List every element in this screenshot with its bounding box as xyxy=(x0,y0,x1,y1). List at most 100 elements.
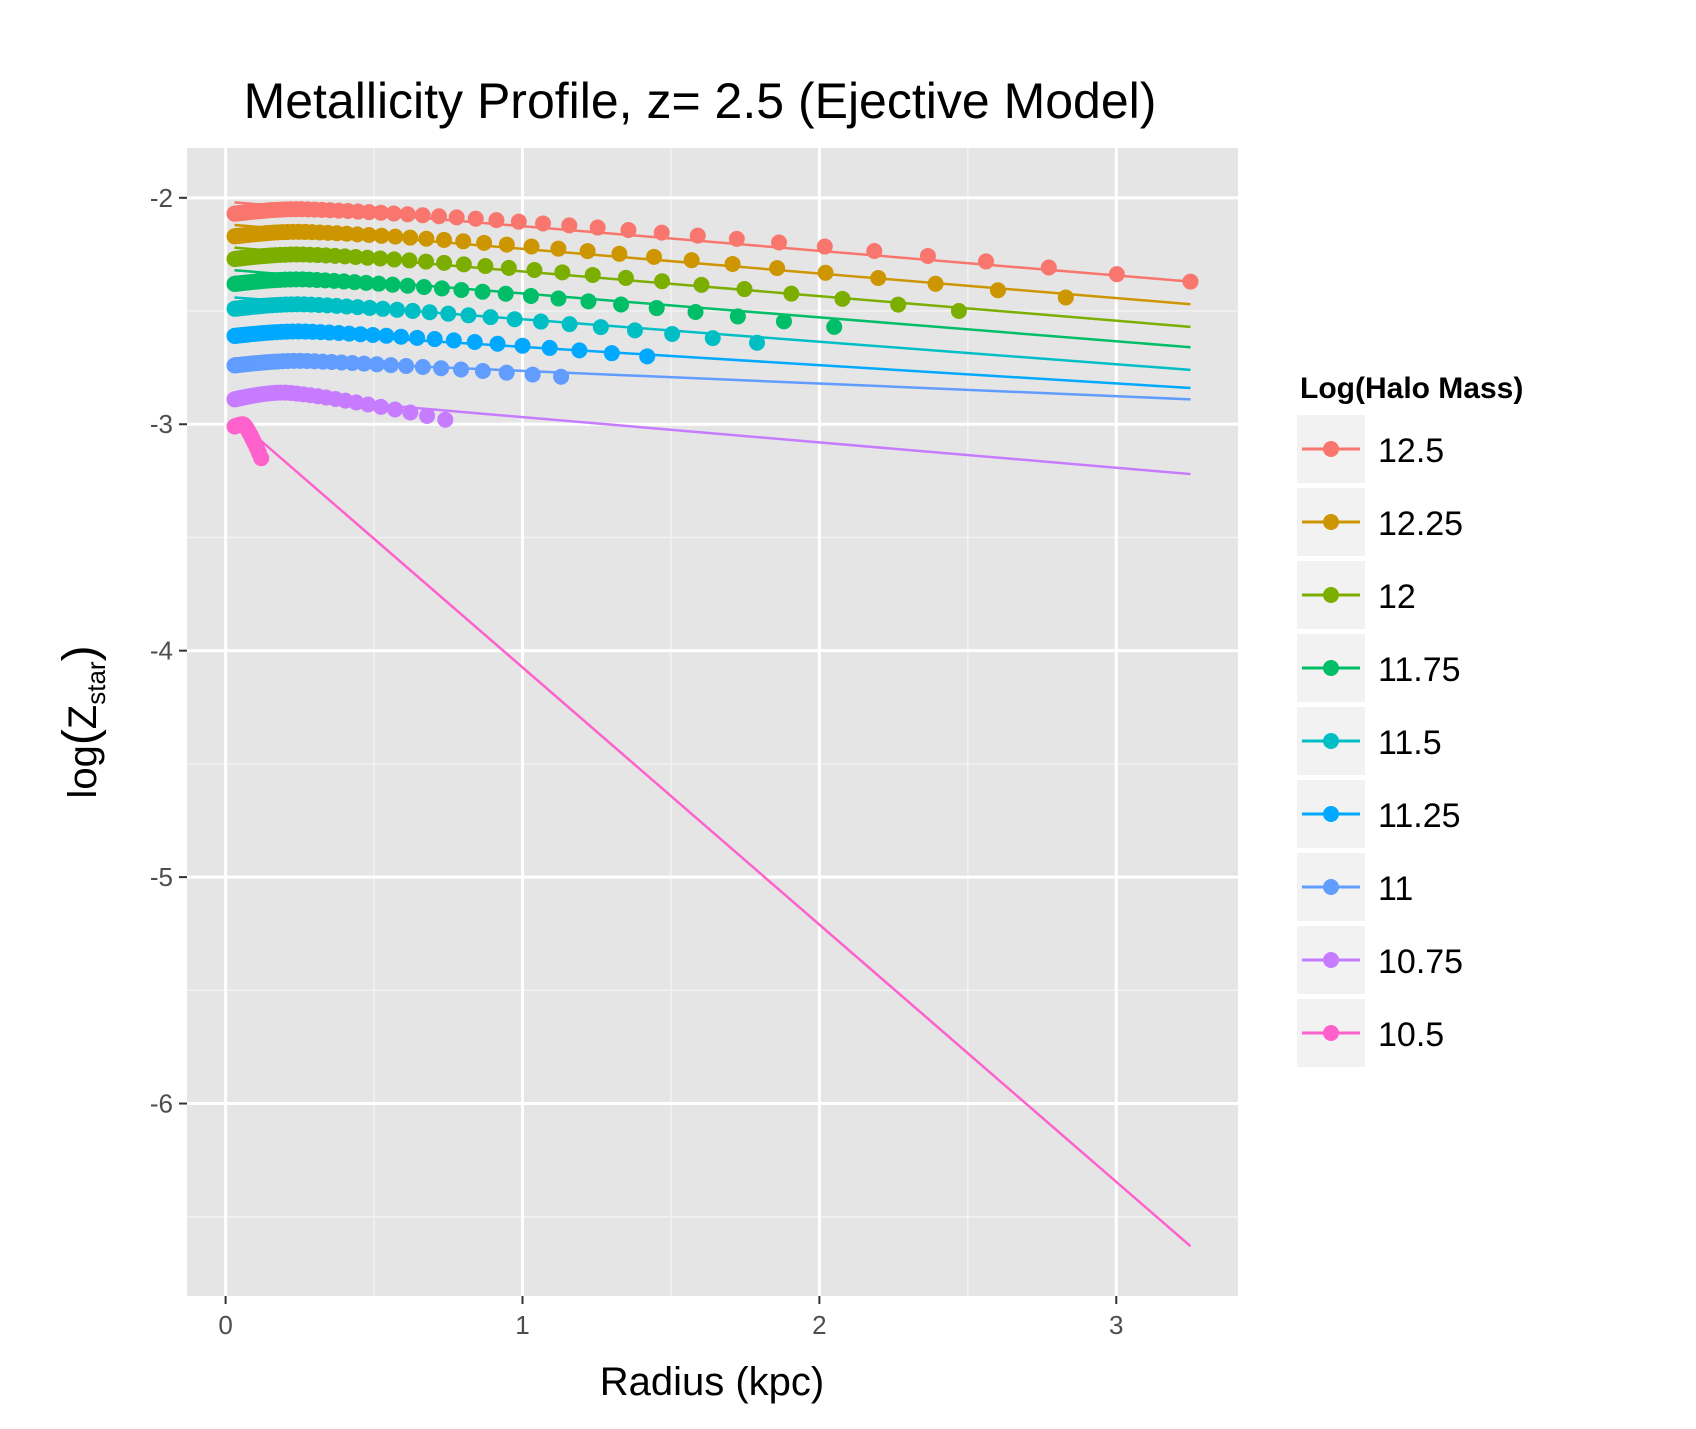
data-point-11.5 xyxy=(704,330,721,347)
data-point-12 xyxy=(436,254,453,271)
data-point-11.5 xyxy=(361,299,378,316)
data-point-12 xyxy=(890,296,907,313)
data-point-11 xyxy=(398,357,415,374)
data-point-11.25 xyxy=(393,328,410,345)
legend: Log(Halo Mass) 12.5 12.25 12 11.75 11.5 11.25… xyxy=(1297,372,1523,1067)
data-point-11 xyxy=(474,363,491,380)
legend-key-point xyxy=(1323,952,1339,968)
data-point-10.75 xyxy=(437,411,454,428)
data-point-12.25 xyxy=(550,240,567,257)
y-axis-title: log(Zstar) xyxy=(54,645,111,798)
data-point-12.5 xyxy=(399,206,416,223)
data-point-12.25 xyxy=(523,238,540,255)
data-point-12.5 xyxy=(467,210,484,227)
legend-label: 12.5 xyxy=(1378,432,1444,470)
data-point-11.75 xyxy=(550,290,567,307)
data-point-12.5 xyxy=(561,217,578,234)
y-axis-title-main: log xyxy=(61,745,105,798)
chart-title: Metallicity Profile, z= 2.5 (Ejective Mo… xyxy=(244,73,1157,129)
x-axis-title: Radius (kpc) xyxy=(600,1360,825,1404)
legend-key-point xyxy=(1323,587,1339,603)
data-point-11.5 xyxy=(626,322,643,339)
data-point-11.75 xyxy=(497,285,514,302)
data-point-12 xyxy=(654,273,671,290)
data-point-12.25 xyxy=(498,236,515,253)
data-point-10.75 xyxy=(387,401,404,418)
legend-item-11.75: 11.75 xyxy=(1297,634,1461,702)
data-point-12.5 xyxy=(620,221,637,238)
data-point-12.5 xyxy=(448,209,465,226)
data-point-11 xyxy=(553,368,570,385)
data-point-11 xyxy=(453,361,470,378)
data-point-12.5 xyxy=(488,212,505,229)
data-point-12 xyxy=(372,250,389,267)
legend-item-11.25: 11.25 xyxy=(1297,780,1461,848)
data-point-11.75 xyxy=(729,308,746,325)
legend-label: 10.75 xyxy=(1378,943,1463,981)
data-point-11.75 xyxy=(775,313,792,330)
data-point-12.25 xyxy=(1057,289,1074,306)
legend-key-point xyxy=(1323,514,1339,530)
data-point-12.5 xyxy=(385,205,402,222)
legend-label: 12.25 xyxy=(1378,505,1463,543)
data-point-12.25 xyxy=(436,231,453,248)
data-point-11.75 xyxy=(384,276,401,293)
data-point-11.75 xyxy=(358,274,375,291)
data-point-11.25 xyxy=(409,329,426,346)
data-point-12.5 xyxy=(535,215,552,232)
data-point-11.5 xyxy=(389,301,406,318)
x-axis: 0 1 2 3 xyxy=(218,1296,1124,1340)
data-point-12.25 xyxy=(455,233,472,250)
data-point-12 xyxy=(950,303,967,320)
legend-item-12: 12 xyxy=(1297,561,1416,629)
data-point-11.5 xyxy=(349,299,366,316)
grid-lines xyxy=(187,148,1238,1296)
data-point-12 xyxy=(417,253,434,270)
legend-key-point xyxy=(1323,1025,1339,1041)
data-point-12 xyxy=(386,251,403,268)
data-point-11.5 xyxy=(592,319,609,336)
data-point-11 xyxy=(498,364,515,381)
data-point-11.75 xyxy=(453,281,470,298)
data-point-11.75 xyxy=(826,318,843,335)
legend-key-point xyxy=(1323,441,1339,457)
x-tick-label: 1 xyxy=(515,1310,529,1340)
legend-label: 11 xyxy=(1378,870,1413,908)
data-point-12 xyxy=(477,258,494,275)
data-point-11.75 xyxy=(522,288,539,305)
data-point-11.25 xyxy=(541,339,558,356)
legend-label: 12 xyxy=(1378,578,1416,616)
data-point-10.75 xyxy=(360,396,377,413)
data-point-11 xyxy=(382,357,399,374)
data-point-12 xyxy=(500,259,517,276)
data-point-12.25 xyxy=(927,275,944,292)
y-tick-label: -3 xyxy=(150,409,173,439)
data-point-11.5 xyxy=(749,334,766,351)
legend-title: Log(Halo Mass) xyxy=(1300,372,1523,405)
data-point-12 xyxy=(736,281,753,298)
data-point-12.5 xyxy=(1182,273,1199,290)
data-point-11 xyxy=(344,354,361,371)
data-point-11.75 xyxy=(474,283,491,300)
data-point-12.5 xyxy=(361,204,378,221)
data-point-12 xyxy=(347,249,364,266)
legend-label: 11.25 xyxy=(1378,797,1461,835)
data-point-12 xyxy=(526,261,543,278)
data-point-11.25 xyxy=(426,331,443,348)
data-point-12 xyxy=(834,290,851,307)
data-point-12.25 xyxy=(402,229,419,246)
legend-item-12.25: 12.25 xyxy=(1297,488,1463,556)
legend-items: 12.5 12.25 12 11.75 11.5 11.25 11 10.75 10.5 xyxy=(1297,415,1463,1067)
data-point-11.75 xyxy=(399,277,416,294)
data-point-11.25 xyxy=(466,333,483,350)
data-point-12 xyxy=(584,266,601,283)
data-point-11.25 xyxy=(364,326,381,343)
data-point-12.25 xyxy=(387,228,404,245)
data-point-12.25 xyxy=(579,243,596,260)
data-point-12 xyxy=(617,269,634,286)
data-point-11.5 xyxy=(421,304,438,321)
data-point-12.25 xyxy=(476,234,493,251)
legend-label: 11.5 xyxy=(1378,724,1442,762)
data-point-11 xyxy=(368,356,385,373)
data-point-11 xyxy=(524,366,541,383)
